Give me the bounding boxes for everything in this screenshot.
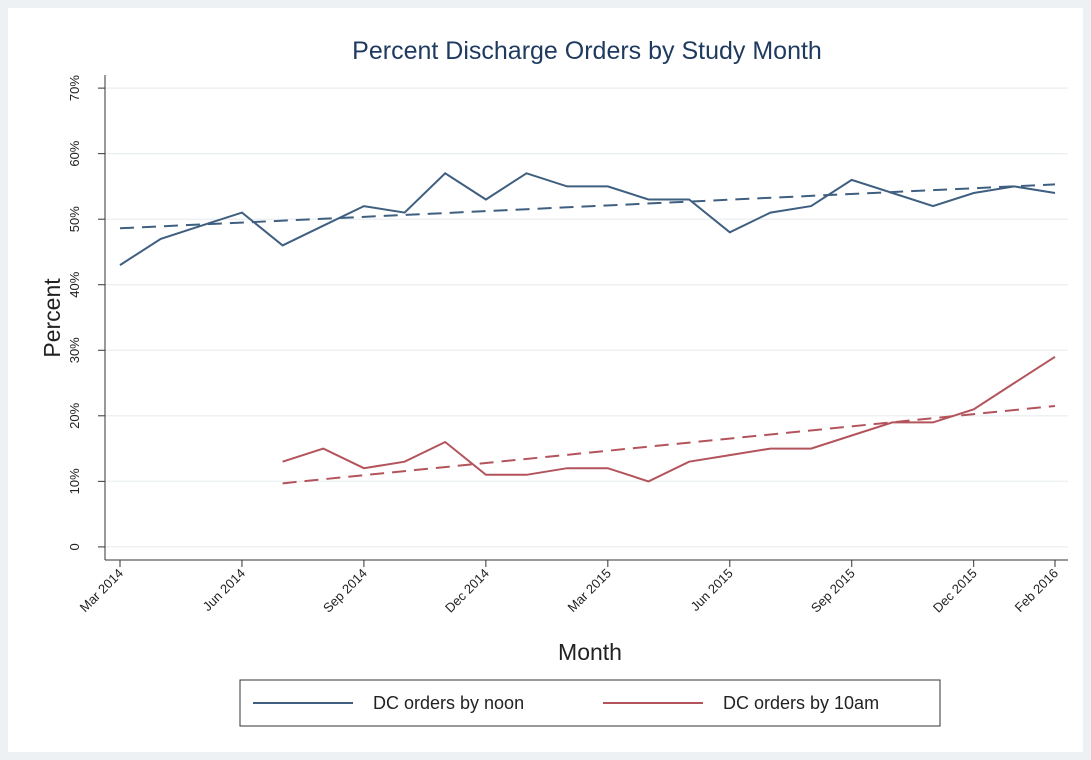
legend bbox=[239, 679, 941, 727]
y-tick-label: 50% bbox=[67, 206, 82, 232]
chart-area bbox=[8, 8, 1083, 752]
legend-label: DC orders by noon bbox=[373, 693, 524, 713]
series-line bbox=[119, 172, 1056, 266]
series-line bbox=[282, 355, 1056, 483]
y-tick-label: 30% bbox=[67, 337, 82, 363]
y-tick-label: 10% bbox=[67, 468, 82, 494]
x-axis-label: Month bbox=[558, 639, 622, 665]
legend-label: DC orders by 10am bbox=[723, 693, 879, 713]
trend-line bbox=[282, 404, 1056, 485]
trend-line bbox=[119, 183, 1056, 230]
chart-title: Percent Discharge Orders by Study Month bbox=[352, 37, 822, 65]
y-tick-label: 40% bbox=[67, 271, 82, 297]
y-tick-label: 60% bbox=[67, 140, 82, 166]
y-tick-label: 70% bbox=[67, 75, 82, 101]
y-tick-label: 0 bbox=[67, 543, 82, 550]
y-tick-label: 20% bbox=[67, 402, 82, 428]
y-axis-label: Percent bbox=[39, 278, 65, 358]
